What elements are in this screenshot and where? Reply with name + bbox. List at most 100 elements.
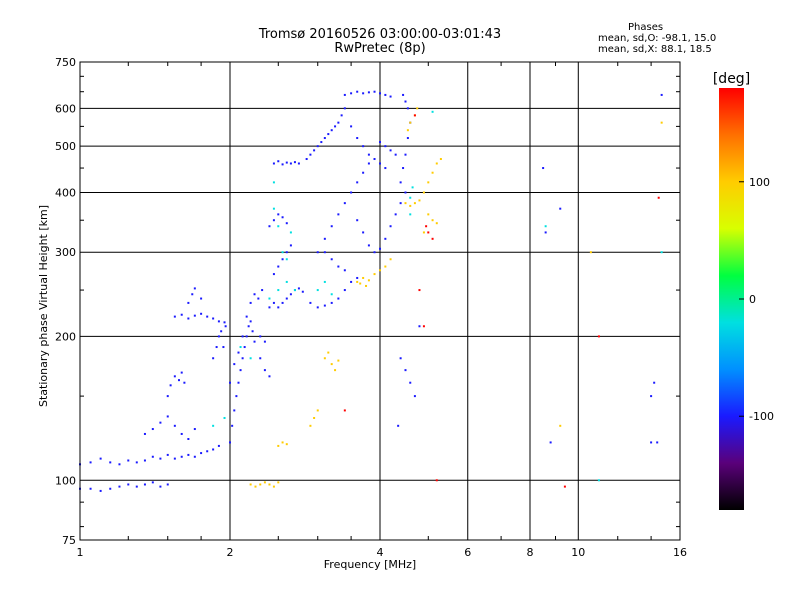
data-point (305, 158, 308, 161)
y-tick-label: 100 (55, 474, 76, 487)
data-point (373, 90, 376, 93)
data-point (233, 409, 236, 412)
data-point (384, 93, 387, 96)
data-point (418, 289, 421, 292)
data-point (409, 196, 412, 199)
data-point (427, 231, 430, 234)
data-point (173, 315, 176, 318)
data-point (316, 306, 319, 309)
data-point (277, 306, 280, 309)
data-point (439, 158, 442, 161)
data-point (327, 133, 330, 136)
data-point (313, 149, 316, 152)
data-point (223, 416, 226, 419)
data-point (330, 293, 333, 296)
data-point (309, 424, 312, 427)
data-point (272, 301, 275, 304)
data-point (356, 280, 359, 283)
data-point (409, 381, 412, 384)
data-point (589, 251, 592, 254)
data-point (650, 441, 653, 444)
data-point (257, 297, 260, 300)
data-point (356, 276, 359, 279)
data-point (297, 162, 300, 165)
colorbar-tick-label: 100 (749, 176, 770, 189)
data-point (180, 371, 183, 374)
data-point (544, 225, 547, 228)
data-point (379, 269, 381, 272)
data-point (431, 237, 434, 240)
data-point (245, 335, 248, 338)
data-point (249, 357, 252, 360)
data-point (183, 381, 186, 384)
data-point (268, 375, 271, 378)
data-point (409, 204, 412, 207)
y-tick-label: 75 (62, 534, 76, 547)
data-point (166, 483, 169, 486)
data-point (281, 163, 284, 166)
data-point (109, 461, 112, 464)
phases-heading: Phases (628, 22, 664, 33)
data-point (343, 269, 346, 272)
data-point (259, 357, 262, 360)
data-point (316, 409, 319, 412)
data-point (235, 395, 238, 398)
data-point (397, 424, 400, 427)
data-point (241, 335, 244, 338)
data-point (268, 225, 271, 228)
data-point (180, 455, 183, 458)
data-point (422, 325, 425, 328)
data-point (402, 167, 405, 170)
data-point (418, 199, 421, 202)
data-point (379, 162, 381, 165)
x-tick-label: 4 (377, 546, 384, 559)
data-point (281, 301, 284, 304)
data-point (416, 107, 419, 110)
data-point (350, 92, 353, 95)
data-point (220, 330, 223, 333)
data-point (263, 369, 266, 372)
data-point (243, 346, 246, 349)
data-point (343, 289, 346, 292)
data-point (406, 129, 409, 132)
data-point (249, 483, 252, 486)
data-point (402, 93, 405, 96)
data-point (323, 280, 326, 283)
data-point (200, 452, 203, 455)
data-point (409, 121, 412, 124)
data-point (330, 301, 333, 304)
data-point (356, 219, 359, 222)
y-tick-label: 300 (55, 246, 76, 259)
data-point (268, 297, 271, 300)
data-point (563, 485, 566, 488)
data-point (263, 481, 266, 484)
data-point (245, 315, 248, 318)
data-point (173, 457, 176, 460)
data-point (281, 258, 284, 261)
data-point (323, 137, 326, 140)
data-point (597, 335, 600, 338)
data-point (135, 461, 138, 464)
y-tick-label: 400 (55, 186, 76, 199)
colorbar-label: [deg] (713, 71, 750, 87)
data-point (293, 289, 296, 292)
data-point (253, 293, 256, 296)
data-point (362, 171, 365, 174)
data-point (542, 167, 545, 170)
data-point (422, 191, 425, 194)
data-point (316, 251, 319, 254)
data-point (293, 161, 296, 164)
data-point (404, 369, 407, 372)
data-point (285, 280, 288, 283)
data-point (166, 415, 169, 418)
data-point (327, 351, 330, 354)
data-point (297, 287, 300, 290)
data-point (200, 312, 203, 315)
data-point (89, 487, 92, 490)
data-point (404, 153, 407, 156)
data-point (118, 463, 121, 466)
data-point (193, 455, 196, 458)
data-point (143, 483, 146, 486)
data-point (323, 357, 326, 360)
data-point (272, 273, 275, 276)
